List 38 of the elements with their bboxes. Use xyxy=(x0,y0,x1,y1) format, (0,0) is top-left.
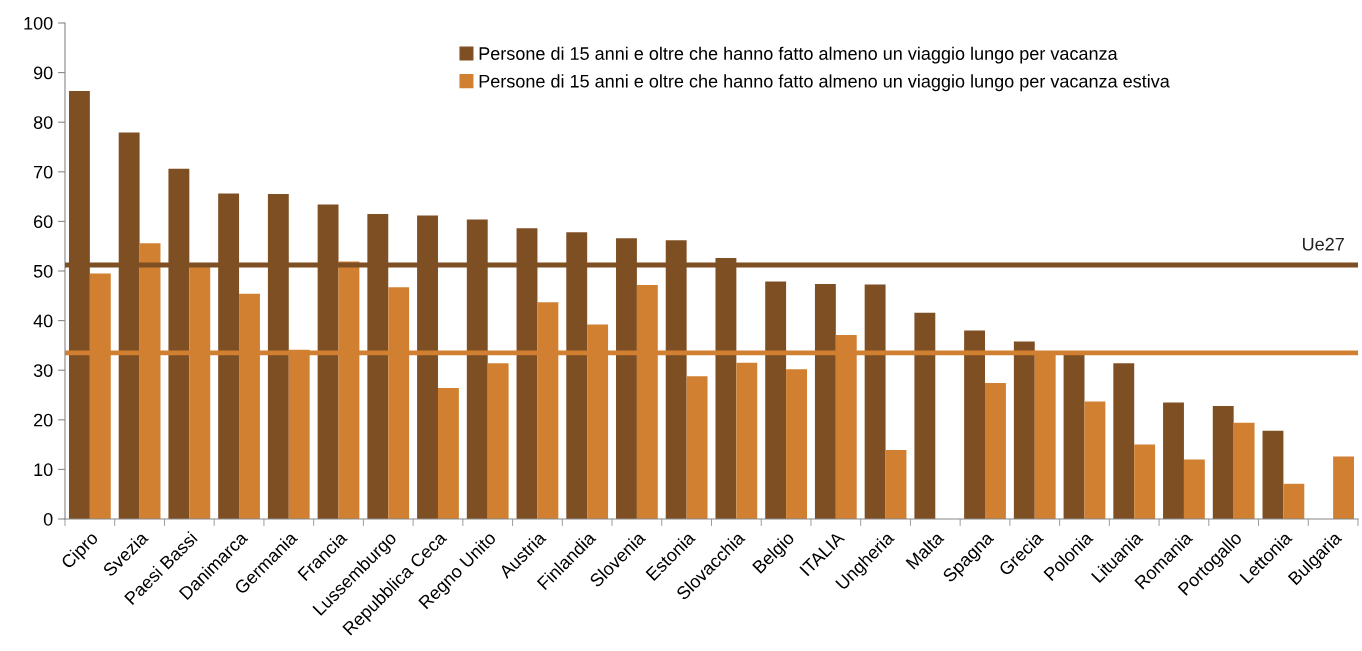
bar xyxy=(985,383,1006,519)
bar xyxy=(1183,459,1205,519)
bar xyxy=(765,281,787,519)
y-tick-label: 10 xyxy=(34,463,53,477)
bar xyxy=(1212,405,1234,519)
y-tick-label: 20 xyxy=(34,413,53,427)
y-tick-label: 50 xyxy=(33,264,53,278)
y-tick-label: 30 xyxy=(33,364,53,377)
bar xyxy=(1283,483,1305,519)
bar xyxy=(1163,402,1184,519)
bar xyxy=(964,330,986,519)
bar xyxy=(1113,363,1135,519)
bar xyxy=(864,284,886,519)
y-tick-label: 90 xyxy=(33,66,53,80)
y-tick-label: 70 xyxy=(34,165,53,179)
legend-label: Persone di 15 anni e oltre che hanno fatto almeno un viaggio lungo per vacanza xyxy=(479,46,1118,64)
y-tick-label: 40 xyxy=(33,314,53,328)
bar xyxy=(1262,430,1284,519)
y-tick-label: 60 xyxy=(34,215,53,229)
legend-label: Persone di 15 anni e oltre che hanno fatto almeno un viaggio lungo per vacanza estiva xyxy=(479,74,1170,92)
bar xyxy=(1134,444,1156,519)
ref-line-label: Ue27 xyxy=(1303,237,1344,251)
bar xyxy=(814,283,836,519)
y-tick-label: 80 xyxy=(33,116,53,129)
bar xyxy=(885,450,907,519)
y-tick-label: 100 xyxy=(24,16,53,30)
bar xyxy=(1084,401,1106,519)
bar xyxy=(786,369,807,519)
bar xyxy=(1063,353,1085,519)
bar xyxy=(686,376,708,519)
y-tick-label: 0 xyxy=(43,512,53,526)
bar xyxy=(1333,456,1355,519)
bar xyxy=(437,388,459,519)
bar xyxy=(1233,422,1255,519)
bar xyxy=(736,362,758,519)
bar xyxy=(914,312,936,519)
bar xyxy=(1013,341,1035,519)
bar xyxy=(487,363,509,519)
